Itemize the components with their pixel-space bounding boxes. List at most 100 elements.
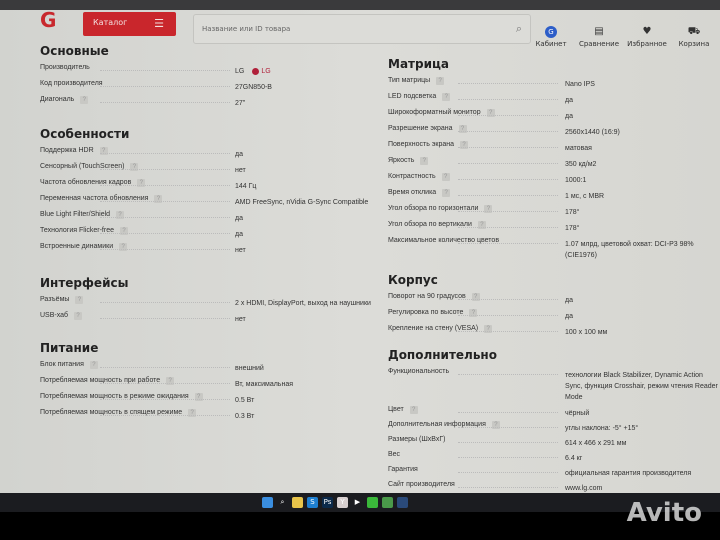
spec-value-text: 0.3 Вт [235,413,255,420]
help-icon[interactable]: ? [409,406,418,414]
catalog-button[interactable]: Каталог ☰ [83,12,176,36]
spec-value: 144 Гц [235,181,256,192]
spec-label: Переменная частота обновления? [40,195,163,203]
skype-icon[interactable]: S [307,497,318,508]
help-icon[interactable]: ? [89,361,98,369]
spec-value-text: 1000:1 [565,177,587,184]
user-avatar-icon: G [545,26,557,38]
nav-label: Избранное [627,40,667,48]
file-explorer-icon[interactable] [292,497,303,508]
dotted-leader [100,185,230,186]
play-icon[interactable]: ▶ [352,497,363,508]
help-icon[interactable]: ? [80,96,89,104]
spec-value: нет [235,165,246,176]
help-icon[interactable]: ? [458,125,467,133]
spec-value-text: www.lg.com [565,485,603,492]
dotted-leader [100,318,230,319]
steam-icon[interactable] [397,497,408,508]
xbox-icon[interactable] [382,497,393,508]
search-input[interactable]: Название или ID товара ⌕ [193,14,531,44]
help-icon[interactable]: ? [460,141,469,149]
help-icon[interactable]: ? [442,93,451,101]
help-icon[interactable]: ? [484,325,493,333]
help-icon[interactable]: ? [486,109,495,117]
help-icon[interactable]: ? [75,296,84,304]
help-icon[interactable]: ? [194,393,203,401]
spec-value-text: 144 Гц [235,183,257,190]
help-icon[interactable]: ? [420,157,429,165]
yandex-browser-icon[interactable]: Y [337,497,348,508]
help-icon[interactable]: ? [116,211,125,219]
spec-value-text: 350 кд/м2 [565,161,597,168]
spec-value: 27GN850-B [235,82,272,93]
nav-heart[interactable]: ♥ Избранное [625,26,669,48]
spec-label: Функциональность [388,368,449,375]
lg-logo: LG [244,67,271,75]
spec-label-text: Функциональность [388,368,450,375]
dotted-leader [458,299,558,300]
spec-label-text: Крепление на стену (VESA) [388,325,479,332]
nav-cart[interactable]: ⛟ Корзина [672,26,716,48]
help-icon[interactable]: ? [154,195,163,203]
dotted-leader [458,83,558,84]
nav-user-avatar[interactable]: G Кабинет [529,26,573,48]
spec-label-text: USB-хаб [40,312,69,319]
spec-value: 1 мс, с MBR [565,191,720,202]
dotted-leader [458,457,558,458]
help-icon[interactable]: ? [471,293,480,301]
menu-icon: ☰ [154,17,164,30]
spec-label-text: Диагональ [40,96,75,103]
spec-label: Blue Light Filter/Shield? [40,211,125,219]
catalog-label: Каталог [93,18,128,27]
spec-label-text: Разъёмы [40,296,70,303]
browser-screen: G Каталог ☰ Название или ID товара ⌕ G Каби… [0,0,720,493]
help-icon[interactable]: ? [491,421,500,429]
windows-start-icon[interactable] [262,497,273,508]
help-icon[interactable]: ? [188,409,197,417]
help-icon[interactable]: ? [120,227,128,235]
search-icon[interactable]: ⌕ [277,497,288,508]
spec-value-text: да [565,297,573,304]
spec-label: Поворот на 90 градусов? [388,293,480,301]
spec-value: 350 кд/м2 [565,159,720,170]
help-icon[interactable]: ? [441,173,450,181]
nav-compare[interactable]: ▤ Сравнение [577,26,621,48]
spec-section: Питание Блок питания? внешний Потребляемая … [40,341,380,423]
section-title: Особенности [40,127,130,141]
spec-row: Поддержка HDR? да [40,145,380,161]
spec-value: да [235,213,243,224]
spec-label: Разрешение экрана? [388,125,467,133]
photoshop-icon[interactable]: Ps [322,497,333,508]
help-icon[interactable]: ? [442,189,451,197]
spec-label: Сайт производителя [388,481,455,488]
spec-row: Переменная частота обновления? AMD FreeSy… [40,193,380,209]
dotted-leader [458,179,558,180]
help-icon[interactable]: ? [484,205,493,213]
spec-section: Особенности Поддержка HDR? да Сенсорный (To… [40,127,380,257]
search-icon[interactable]: ⌕ [515,22,522,35]
spec-label-text: Blue Light Filter/Shield [40,211,111,218]
spec-value: LG LG [235,66,271,77]
help-icon[interactable]: ? [137,179,146,187]
help-icon[interactable]: ? [436,77,445,85]
spec-label-text: Широкоформатный монитор [388,109,481,116]
spec-label-text: Регулировка по высоте [388,309,464,316]
help-icon[interactable]: ? [477,221,486,229]
spec-label-text: Встроенные динамики [40,243,114,250]
help-icon[interactable]: ? [99,147,108,155]
help-icon[interactable]: ? [74,312,83,320]
spec-row: Потребляемая мощность в режиме ожидания?… [40,391,380,407]
dotted-leader [458,211,558,212]
spec-value: 2 x HDMI, DisplayPort, выход на наушники [235,298,371,309]
spec-label-text: Производитель [40,64,90,71]
help-icon[interactable]: ? [166,377,175,385]
spec-row: Вес 6.4 кг [388,449,718,464]
spec-label-text: Цвет [388,406,404,413]
help-icon[interactable]: ? [130,163,139,171]
razer-icon[interactable] [367,497,378,508]
help-icon[interactable]: ? [469,309,478,317]
spec-row: Функциональность технологии Black Stabili… [388,366,718,404]
site-logo[interactable]: G [40,8,57,32]
spec-row: Гарантия официальная гарантия производите… [388,464,718,479]
help-icon[interactable]: ? [119,243,128,251]
